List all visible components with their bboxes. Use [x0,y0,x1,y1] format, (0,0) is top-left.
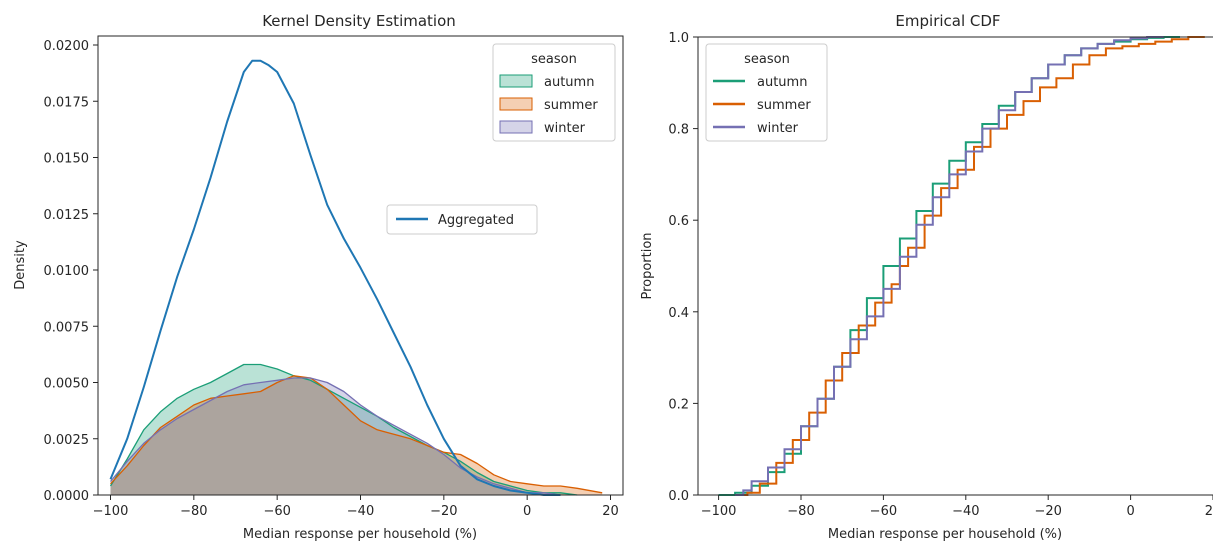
kde-legend-swatch-winter [499,120,533,134]
ecdf-season-legend: season autumn summer winter [705,43,828,142]
kde-y-label: Density [13,240,28,290]
ecdf-x-tick-label: −100 [701,504,737,519]
kde-line-summer [110,375,603,494]
kde-x-tick-label: 20 [602,504,619,519]
kde-y-ticks: 0.0000 0.0025 0.0050 0.0075 0.0100 0.0125 0.01… [44,39,98,504]
kde-legend-label-winter: winter [544,121,586,136]
ecdf-line-summer [739,36,1205,496]
kde-x-tick-label: −20 [430,504,457,519]
ecdf-panel: Empirical CDF −100 −80 −60 −40 −20 0 20 0.0 0.2… [640,12,1213,541]
ecdf-x-tick-label: 0 [1126,504,1134,519]
kde-y-tick-label: 0.0025 [44,433,90,448]
ecdf-x-tick-label: −20 [1034,504,1061,519]
kde-aggregated-legend: Aggregated [386,204,538,235]
kde-x-tick-label: −80 [180,504,207,519]
ecdf-y-tick-label: 0.6 [668,214,689,229]
ecdf-x-ticks: −100 −80 −60 −40 −20 0 20 [701,495,1213,519]
ecdf-y-label: Proportion [640,232,655,299]
ecdf-lines [718,36,1205,496]
kde-y-tick-label: 0.0000 [44,489,90,504]
kde-legend-entries: autumn summer winter [499,74,598,136]
aggregated-legend-label: Aggregated [438,213,514,228]
kde-area-autumn [110,364,578,495]
kde-x-label: Median response per household (%) [243,527,477,541]
kde-y-tick-label: 0.0050 [44,377,90,392]
kde-y-tick-label: 0.0100 [44,264,90,279]
ecdf-legend-label-autumn: autumn [757,75,807,90]
ecdf-y-tick-label: 0.8 [668,123,689,138]
ecdf-legend-entries: autumn summer winter [713,75,811,136]
kde-x-tick-label: −40 [347,504,374,519]
ecdf-y-tick-label: 1.0 [668,31,689,46]
kde-aggregated-legend-frame [386,204,538,235]
kde-x-tick-label: −60 [263,504,290,519]
kde-season-legend: season autumn summer winter [492,43,616,142]
ecdf-x-tick-label: −40 [952,504,979,519]
kde-y-tick-label: 0.0150 [44,152,90,167]
kde-legend-frame [492,43,616,142]
kde-legend-swatch-autumn [499,74,533,88]
ecdf-y-ticks: 0.0 0.2 0.4 0.6 0.8 1.0 [668,31,698,504]
kde-legend-swatch-summer [499,97,533,111]
kde-y-tick-label: 0.0200 [44,39,90,54]
ecdf-x-tick-label: −80 [787,504,814,519]
kde-x-tick-label: 0 [523,504,531,519]
ecdf-x-tick-label: −60 [870,504,897,519]
ecdf-legend-frame [705,43,828,142]
ecdf-y-tick-label: 0.2 [668,397,689,412]
kde-legend-label-summer: summer [544,98,598,113]
kde-line-Aggregated [109,59,561,496]
kde-line-autumn [109,363,578,496]
ecdf-title: Empirical CDF [895,12,1000,30]
kde-y-tick-label: 0.0175 [44,95,90,110]
kde-legend-label-autumn: autumn [544,75,594,90]
ecdf-legend-label-summer: summer [757,98,811,113]
kde-x-ticks: −100 −80 −60 −40 −20 0 20 [93,495,619,519]
kde-lines [109,59,603,496]
ecdf-line-winter [735,36,1164,496]
ecdf-y-tick-label: 0.4 [668,306,689,321]
kde-y-tick-label: 0.0075 [44,320,90,335]
kde-y-tick-label: 0.0125 [44,208,90,223]
ecdf-legend-title: season [744,52,790,67]
ecdf-y-tick-label: 0.0 [668,489,689,504]
kde-legend-title: season [531,52,577,67]
kde-title: Kernel Density Estimation [262,12,456,30]
kde-line-winter [109,377,561,496]
kde-area-winter [110,378,561,495]
ecdf-x-label: Median response per household (%) [828,527,1062,541]
kde-areas [110,364,603,495]
kde-panel: Kernel Density Estimation −100 −80 −60 −40−… [13,12,624,541]
ecdf-legend-label-winter: winter [757,121,799,136]
ecdf-x-tick-label: 20 [1205,504,1213,519]
kde-x-tick-label: −100 [93,504,129,519]
